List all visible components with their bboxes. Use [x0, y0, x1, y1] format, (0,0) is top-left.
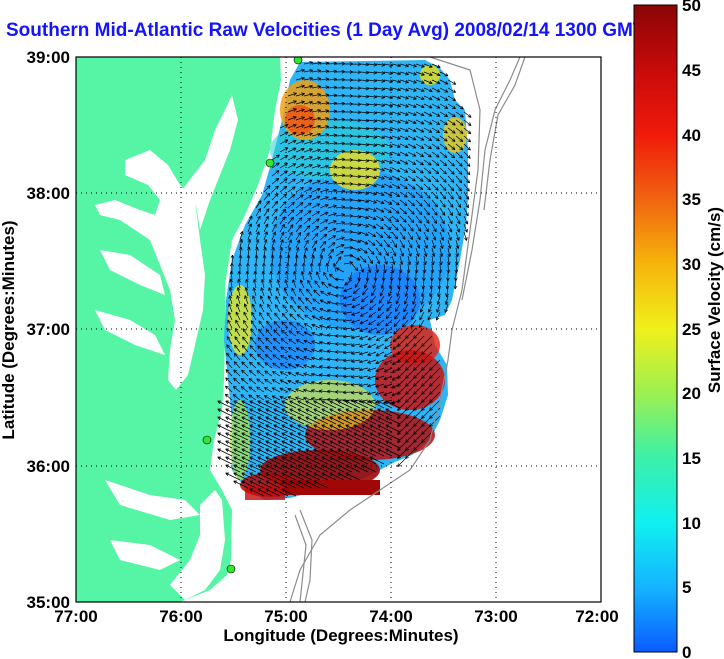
colorbar-tick-label: 50 [682, 0, 701, 15]
plot-frame [75, 56, 602, 603]
colorbar-label: Surface Velocity (cm/s) [705, 207, 724, 393]
grid-lines [76, 57, 601, 602]
colorbar-tick-label: 45 [682, 61, 701, 80]
x-tick-label: 75:00 [264, 607, 307, 626]
x-tick-label: 73:00 [474, 607, 517, 626]
velocity-arrow-set [217, 61, 472, 497]
x-tick-label: 76:00 [159, 607, 202, 626]
x-axis-ticks: 77:00 76:00 75:00 74:00 73:00 72:00 [54, 607, 618, 626]
y-tick-label: 35:00 [27, 593, 70, 612]
y-axis-ticks: 39:00 38:00 37:00 36:00 35:00 [27, 48, 70, 612]
x-tick-label: 74:00 [369, 607, 412, 626]
colorbar-tick-label: 25 [682, 320, 701, 339]
x-tick-label: 72:00 [575, 607, 618, 626]
colorbar-tick-label: 20 [682, 384, 701, 403]
x-tick-label: 77:00 [54, 607, 97, 626]
y-tick-label: 39:00 [27, 48, 70, 67]
colorbar-ticks: 50 45 40 35 30 25 20 15 10 5 0 [682, 0, 701, 659]
map-title: Southern Mid-Atlantic Raw Velocities (1 … [6, 20, 645, 41]
colorbar-tick-label: 40 [682, 126, 701, 145]
colorbar [633, 4, 678, 653]
y-axis-label: Latitude (Degrees:Minutes) [0, 220, 18, 439]
y-tick-label: 37:00 [27, 320, 70, 339]
station-marker [226, 564, 236, 574]
colorbar-tick-label: 0 [682, 643, 691, 659]
chesapeake-bay [95, 150, 205, 390]
colorbar-tick-label: 30 [682, 255, 701, 274]
colorbar-tick-label: 5 [682, 578, 691, 597]
station-marker [202, 435, 212, 445]
station-marker [265, 158, 275, 168]
y-tick-label: 38:00 [27, 184, 70, 203]
bathymetry-contours [289, 57, 526, 602]
station-marker [293, 57, 303, 65]
colorbar-tick-label: 10 [682, 514, 701, 533]
y-tick-label: 36:00 [27, 457, 70, 476]
x-axis-label: Longitude (Degrees:Minutes) [223, 626, 458, 645]
colorbar-tick-label: 15 [682, 449, 701, 468]
velocity-arrows [217, 61, 472, 497]
colorbar-tick-label: 35 [682, 190, 701, 209]
pamlico-sound [170, 490, 225, 600]
